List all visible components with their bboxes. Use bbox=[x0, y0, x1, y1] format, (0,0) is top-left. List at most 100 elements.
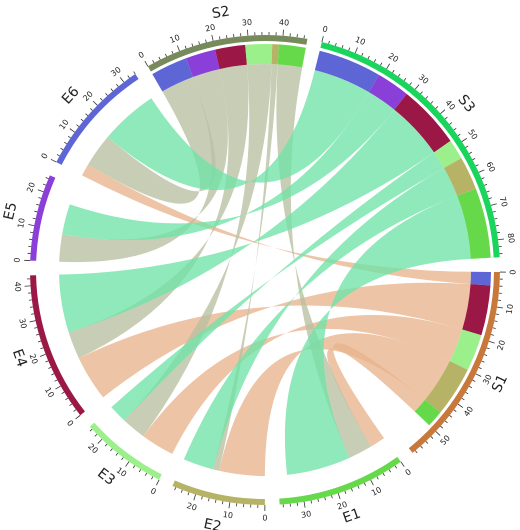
tick-S2-0 bbox=[144, 60, 149, 67]
tick-E3-18 bbox=[104, 443, 108, 447]
tick-E6-14 bbox=[80, 118, 84, 122]
tick-S3-48 bbox=[457, 133, 461, 137]
tick-E5-10 bbox=[28, 224, 35, 227]
tick-E4-12 bbox=[54, 379, 58, 382]
tick-S1-38 bbox=[461, 397, 465, 401]
tick-S1-24 bbox=[484, 354, 488, 356]
band-S2-E6 bbox=[152, 58, 193, 92]
tick-S3-66 bbox=[486, 190, 490, 193]
tick-E4-18 bbox=[45, 360, 49, 363]
tick-E2-14 bbox=[214, 499, 217, 503]
tick-label-E4-20: 20 bbox=[27, 353, 39, 366]
sector-label-E3: E3 bbox=[94, 465, 118, 489]
tick-S3-76 bbox=[495, 224, 499, 227]
tick-E1-20 bbox=[337, 493, 341, 500]
tick-E6-10 bbox=[69, 128, 75, 133]
sector-label-E5: E5 bbox=[1, 201, 21, 222]
tick-E3-0 bbox=[156, 479, 160, 486]
band-S2-E2 bbox=[271, 44, 279, 65]
tick-S3-16 bbox=[373, 59, 377, 63]
tick-label-S3-70: 70 bbox=[498, 196, 509, 208]
link-S2-E5 bbox=[59, 69, 228, 263]
tick-E6-22 bbox=[100, 97, 103, 101]
tick-E1-14 bbox=[357, 485, 360, 489]
sector-arc-E2 bbox=[172, 480, 265, 505]
tick-E6-20 bbox=[92, 100, 98, 106]
tick-E6-0 bbox=[50, 158, 57, 163]
tick-S1-28 bbox=[478, 367, 482, 370]
tick-E4-8 bbox=[61, 391, 65, 395]
tick-label-E4-0: 0 bbox=[65, 419, 75, 429]
tick-E3-20 bbox=[97, 438, 103, 444]
tick-E6-8 bbox=[67, 135, 71, 139]
tick-S3-44 bbox=[449, 122, 453, 125]
sector-arc-E3 bbox=[89, 422, 162, 480]
link-S1-E6 bbox=[82, 164, 471, 285]
tick-label-S2-0: 0 bbox=[137, 50, 146, 60]
tick-label-E5-10: 10 bbox=[16, 217, 27, 229]
sector-label-S2: S2 bbox=[211, 3, 231, 22]
sector-E5: 0 10 20 E5 bbox=[1, 175, 56, 263]
tick-label-S3-80: 80 bbox=[506, 232, 516, 243]
link-S3-E5 bbox=[62, 92, 395, 241]
sector-arc-S3 bbox=[320, 41, 500, 258]
tick-S3-56 bbox=[472, 158, 476, 161]
tick-E1-16 bbox=[351, 488, 353, 492]
tick-S3-52 bbox=[465, 145, 469, 148]
tick-E1-24 bbox=[324, 497, 326, 501]
tick-S1-14 bbox=[494, 320, 498, 322]
band-S1-E4 bbox=[462, 284, 491, 336]
tick-S1-32 bbox=[472, 379, 476, 382]
tick-S3-60 bbox=[478, 169, 485, 173]
sector-arc-E6 bbox=[56, 74, 139, 165]
tick-label-S3-40: 40 bbox=[443, 98, 456, 112]
tick-S1-50 bbox=[435, 431, 441, 436]
tick-S1-44 bbox=[449, 415, 453, 418]
tick-S3-54 bbox=[468, 151, 472, 154]
tick-E4-30 bbox=[29, 320, 36, 323]
tick-label-E6-20: 20 bbox=[81, 89, 95, 103]
tick-S3-46 bbox=[453, 127, 457, 131]
tick-S1-18 bbox=[490, 334, 494, 336]
tick-E6-32 bbox=[127, 75, 130, 79]
link-S2-E6 bbox=[87, 77, 216, 204]
tick-E5-24 bbox=[45, 177, 49, 179]
band-S2-E3 bbox=[245, 44, 273, 65]
tick-S2-10 bbox=[176, 45, 180, 52]
tick-S3-58 bbox=[475, 164, 479, 167]
band-S1-E1 bbox=[414, 399, 441, 426]
tick-E4-0 bbox=[75, 414, 81, 420]
tick-E3-4 bbox=[144, 472, 148, 476]
tick-label-E6-10: 10 bbox=[58, 118, 71, 132]
tick-label-E1-20: 20 bbox=[336, 500, 348, 512]
tick-label-S3-10: 10 bbox=[354, 35, 367, 47]
sector-E2: 0 10 20 E2 bbox=[172, 480, 267, 530]
band-S3-E5 bbox=[368, 74, 407, 110]
tick-E4-16 bbox=[48, 366, 52, 369]
tick-E3-16 bbox=[110, 448, 113, 452]
tick-E6-34 bbox=[133, 71, 136, 75]
tick-label-E2-10: 10 bbox=[222, 510, 233, 520]
tick-label-E1-10: 10 bbox=[370, 485, 383, 498]
sector-label-E1: E1 bbox=[341, 506, 363, 527]
tick-label-S2-20: 20 bbox=[204, 23, 216, 34]
tick-E4-20 bbox=[39, 353, 46, 357]
tick-S1-42 bbox=[453, 409, 457, 412]
tick-S1-30 bbox=[475, 373, 482, 377]
tick-E2-12 bbox=[221, 501, 224, 505]
tick-label-E1-30: 30 bbox=[300, 509, 312, 520]
band-S2-E5 bbox=[185, 49, 220, 78]
sector-E6: 0 10 20 30 E6 bbox=[40, 65, 139, 165]
tick-S3-74 bbox=[494, 217, 498, 220]
tick-S3-4 bbox=[335, 42, 337, 46]
band-S3-E6 bbox=[314, 50, 380, 93]
tick-E1-0 bbox=[400, 461, 405, 467]
tick-label-E5-0: 0 bbox=[13, 257, 22, 262]
tick-S3-38 bbox=[435, 106, 439, 109]
tick-label-S2-30: 30 bbox=[242, 18, 253, 28]
band-S2-E1 bbox=[277, 44, 306, 68]
tick-label-E4-40: 40 bbox=[13, 281, 23, 292]
link-S3-E4 bbox=[59, 109, 435, 333]
tick-E4-26 bbox=[35, 333, 40, 336]
